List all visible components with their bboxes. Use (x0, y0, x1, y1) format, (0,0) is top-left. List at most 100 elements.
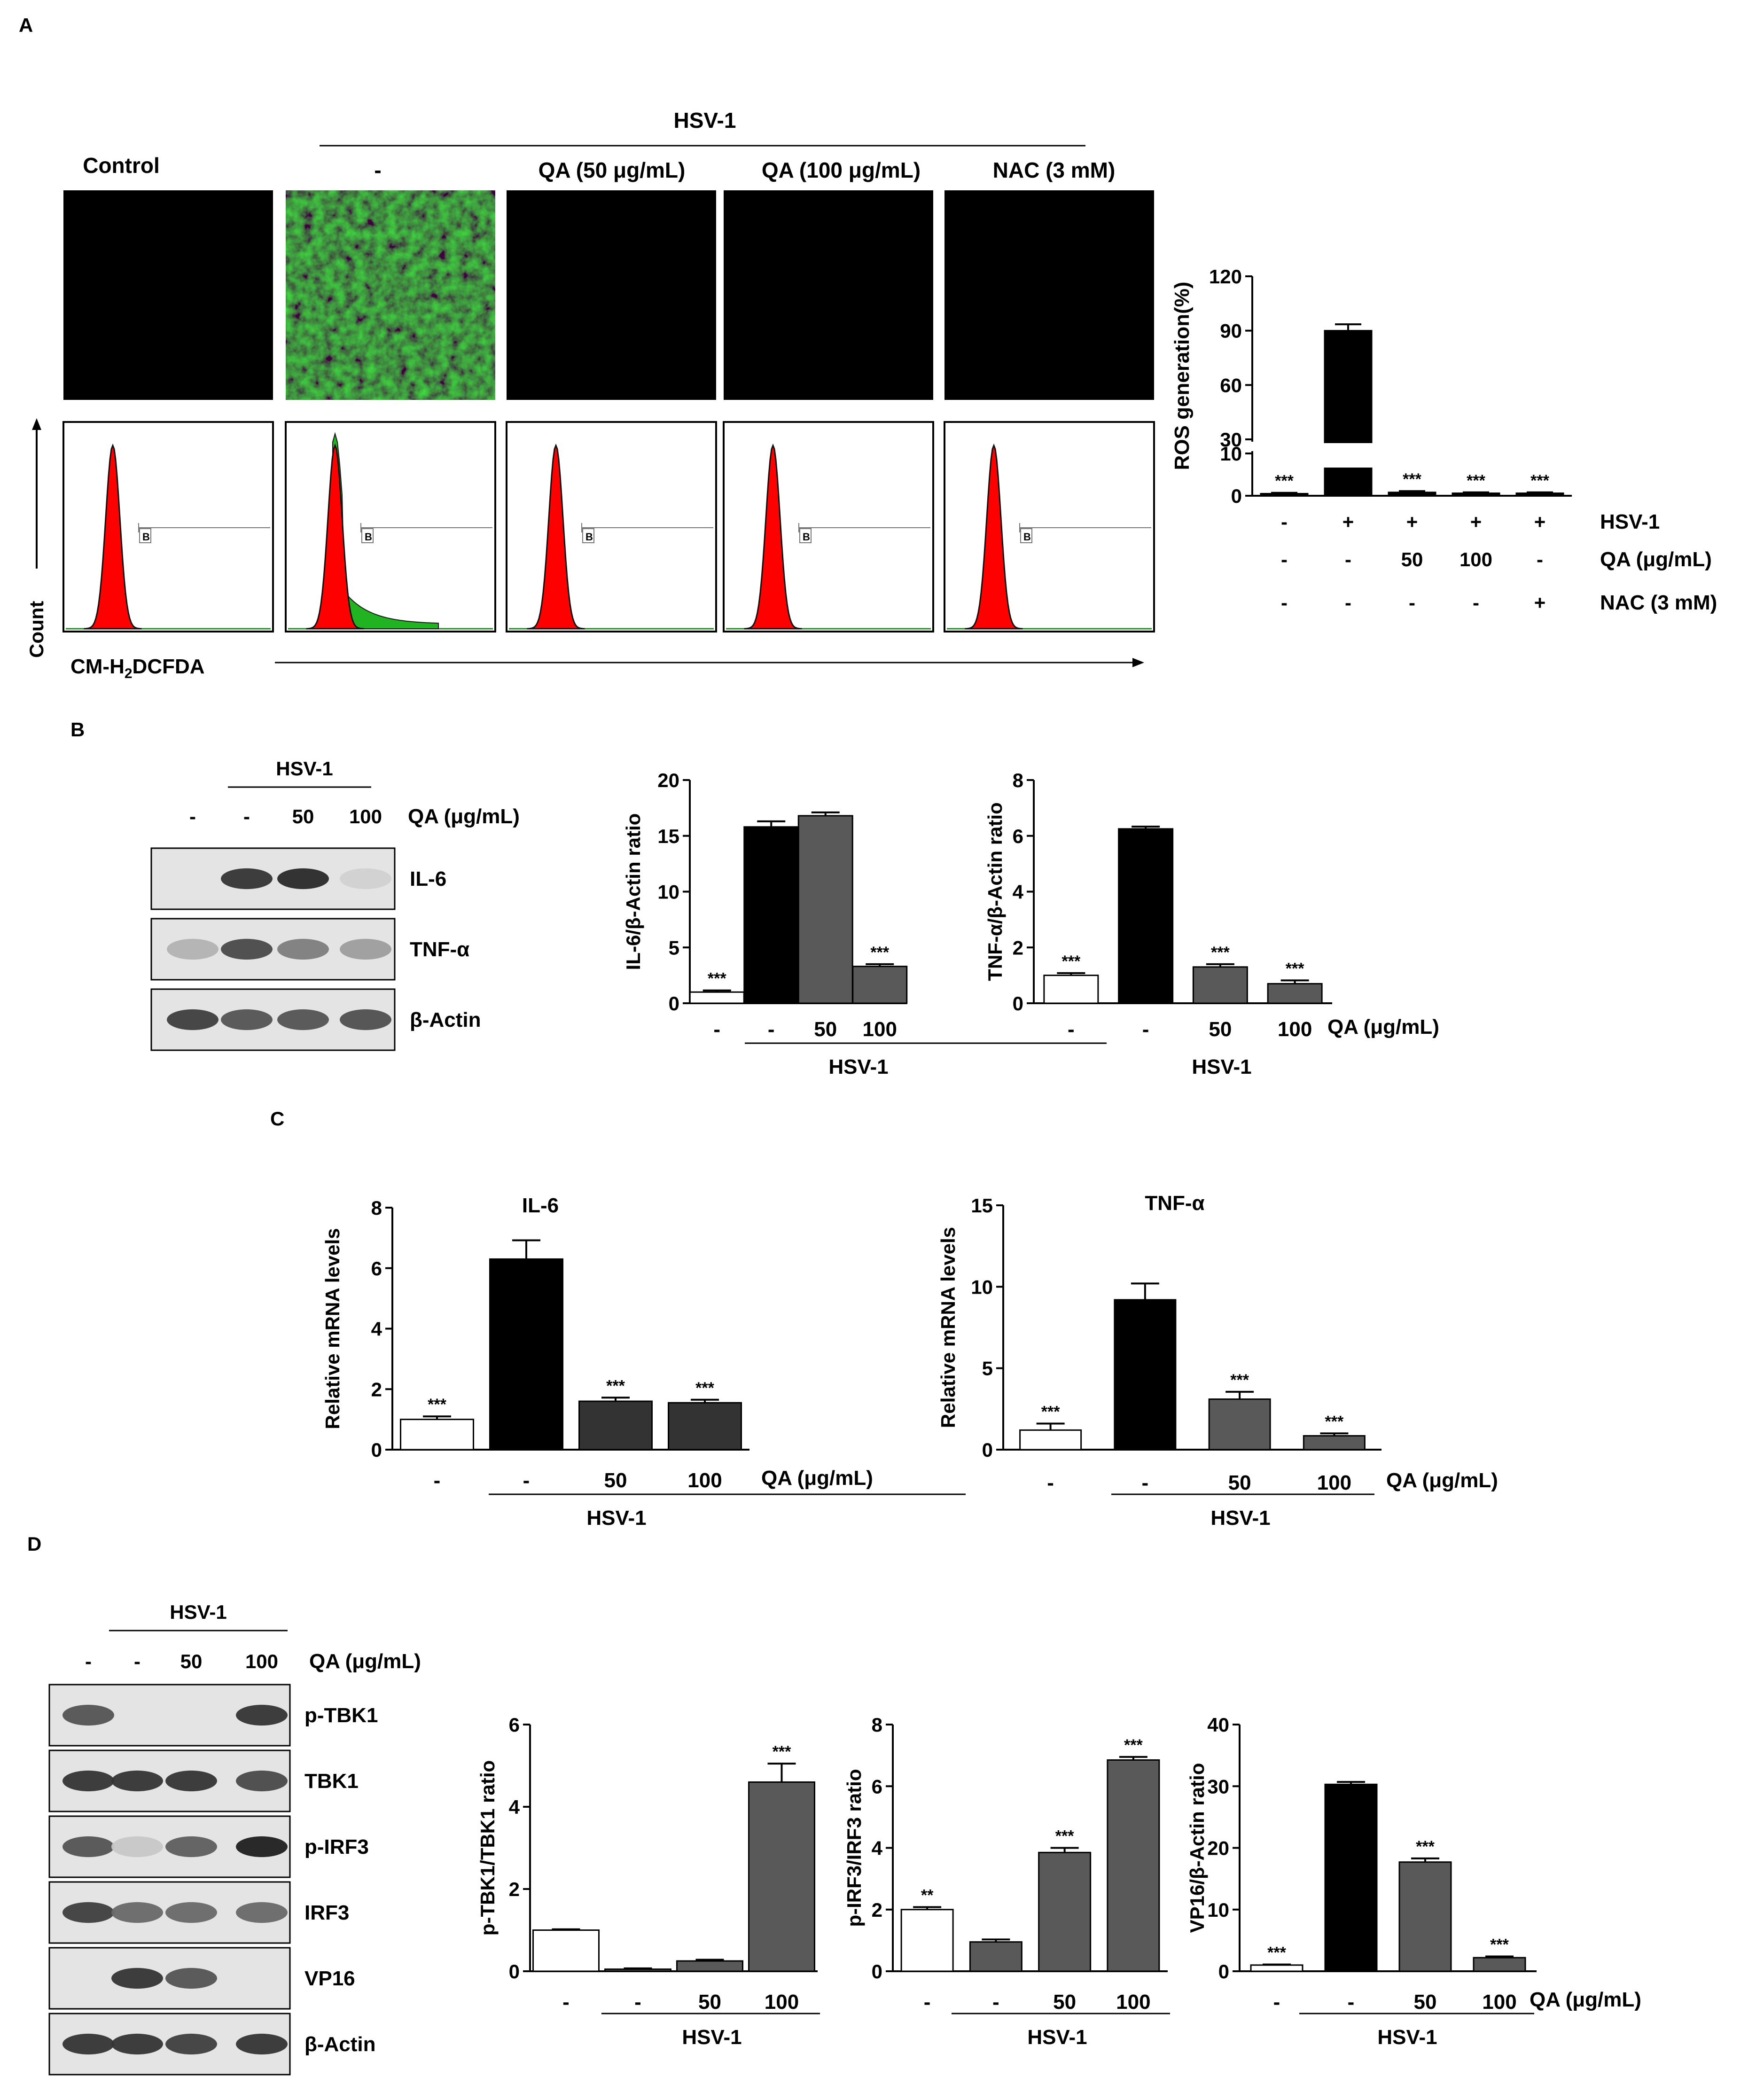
significance-mark: *** (695, 1379, 714, 1397)
blot-band (62, 1704, 114, 1726)
blot-lane-label: - (134, 1650, 140, 1672)
fluorescence-axis-arrowhead (1132, 658, 1144, 667)
bar (1267, 983, 1323, 1004)
category-label: 100 (863, 1018, 897, 1041)
category-label: - (1142, 1018, 1149, 1041)
y-tick-label: 2 (872, 1899, 882, 1921)
y-tick-label: 0 (509, 1960, 520, 1983)
axis-label-main: CM-H (70, 655, 125, 678)
y-tick-label: 5 (982, 1358, 993, 1380)
y-axis-label: TNF-α/β-Actin ratio (984, 802, 1006, 981)
category-label: - (562, 1991, 570, 2014)
blot-band (167, 938, 219, 960)
blot-band (277, 1009, 329, 1030)
blot-band (236, 2033, 288, 2055)
column-label-nac: NAC (3 mM) (993, 158, 1116, 182)
blot-band (277, 938, 329, 960)
y-tick-label: 6 (371, 1257, 382, 1280)
bar (1114, 1299, 1177, 1451)
group-label: HSV-1 (1027, 2026, 1087, 2049)
significance-mark: *** (773, 1743, 791, 1761)
category-label: - (1142, 1471, 1149, 1494)
significance-mark: *** (1211, 944, 1230, 961)
significance-mark: ** (921, 1887, 934, 1905)
y-tick-label: 0 (1013, 992, 1023, 1015)
y-tick-label: 90 (1220, 320, 1242, 342)
blot-lane-label: 50 (292, 805, 314, 828)
y-tick-label: 120 (1209, 265, 1242, 288)
blot-lane-label: - (243, 805, 250, 828)
histogram-peak (965, 443, 1023, 630)
y-tick-label: 2 (1013, 937, 1023, 959)
gate-label-box (799, 528, 812, 543)
blot-band (62, 1836, 114, 1858)
panel-letter-d: D (27, 1533, 41, 1555)
chart-D-ptbk1: 0 2 4 6 p-TBK1/TBK1 ratio - - 50 *** 100 HSV-1 (476, 1714, 820, 2049)
category-label: - (924, 1991, 931, 2014)
blot-band (340, 868, 391, 890)
blot-lane-label: - (85, 1650, 92, 1672)
blot-treatment-label: QA (μg/mL) (408, 805, 520, 828)
condition-label: HSV-1 (1600, 510, 1660, 533)
condition-value: 100 (1460, 548, 1492, 570)
group-label: HSV-1 (1192, 1055, 1251, 1078)
axis-label-tail: DCFDA (133, 655, 205, 678)
y-tick-label: 20 (1207, 1837, 1229, 1859)
blot-lane-label: - (189, 805, 196, 828)
chart-title: IL-6 (522, 1194, 559, 1217)
y-tick-label: 4 (371, 1318, 382, 1340)
significance-mark: *** (1275, 472, 1294, 490)
blot-band-label: β-Actin (410, 1008, 481, 1031)
bar (743, 826, 799, 1004)
y-tick-label: 6 (872, 1775, 882, 1797)
panel-letter-a: A (19, 14, 33, 36)
bar (1043, 975, 1099, 1004)
column-label-qa-100: QA (100 μg/mL) (762, 158, 921, 182)
blot-band (340, 938, 391, 960)
y-tick-label: 4 (872, 1837, 883, 1859)
blot-treatment-label: QA (μg/mL) (309, 1650, 421, 1673)
blot-band (236, 1902, 288, 1923)
category-label: 100 (1278, 1018, 1312, 1041)
fluorescence-image-qa-100 (724, 190, 933, 400)
y-axis-label: Relative mRNA levels (937, 1227, 959, 1428)
y-tick-label: 5 (669, 937, 679, 959)
condition-value: - (1281, 511, 1288, 533)
blot-band-label: VP16 (304, 1967, 355, 1990)
y-tick-label: 6 (509, 1714, 520, 1736)
y-tick-label: 4 (509, 1796, 520, 1818)
blot-band-label: p-IRF3 (304, 1835, 369, 1858)
y-tick-label: 0 (669, 992, 679, 1015)
treatment-label: QA (μg/mL) (761, 1467, 873, 1490)
significance-mark: *** (1286, 960, 1304, 977)
fluorescence-image-qa-50 (507, 190, 716, 400)
significance-mark: *** (708, 970, 726, 988)
condition-value: + (1534, 592, 1546, 614)
category-label: 100 (1317, 1471, 1351, 1494)
blot-lane-label: 100 (245, 1650, 278, 1672)
histogram-peak (84, 443, 142, 630)
bar (489, 1258, 563, 1451)
significance-mark: *** (870, 944, 889, 961)
gate-label-box (1020, 528, 1032, 543)
bar (969, 1941, 1022, 1972)
bar (852, 966, 908, 1004)
category-label: - (634, 1991, 641, 2014)
condition-value: - (1345, 548, 1351, 570)
gate-label: B (365, 531, 372, 543)
chart-B-tnf: 0 2 4 6 8 TNF-α/β-Actin ratio *** - - *** 50 *** 100… (966, 769, 1439, 1078)
bar (1118, 828, 1174, 1004)
category-label: - (1348, 1991, 1355, 2014)
y-tick-label: 30 (1207, 1775, 1229, 1797)
panel-letter-c: C (270, 1108, 284, 1130)
blot-band (221, 868, 273, 890)
significance-mark: *** (1041, 1403, 1060, 1421)
blot-band (277, 868, 329, 890)
y-axis-label: p-TBK1/TBK1 ratio (476, 1760, 499, 1936)
significance-mark: *** (1403, 470, 1421, 488)
bar (1038, 1851, 1092, 1972)
blot-lane-label: 50 (180, 1650, 203, 1672)
blot-band (340, 1009, 391, 1030)
histogram-frame (723, 421, 934, 632)
